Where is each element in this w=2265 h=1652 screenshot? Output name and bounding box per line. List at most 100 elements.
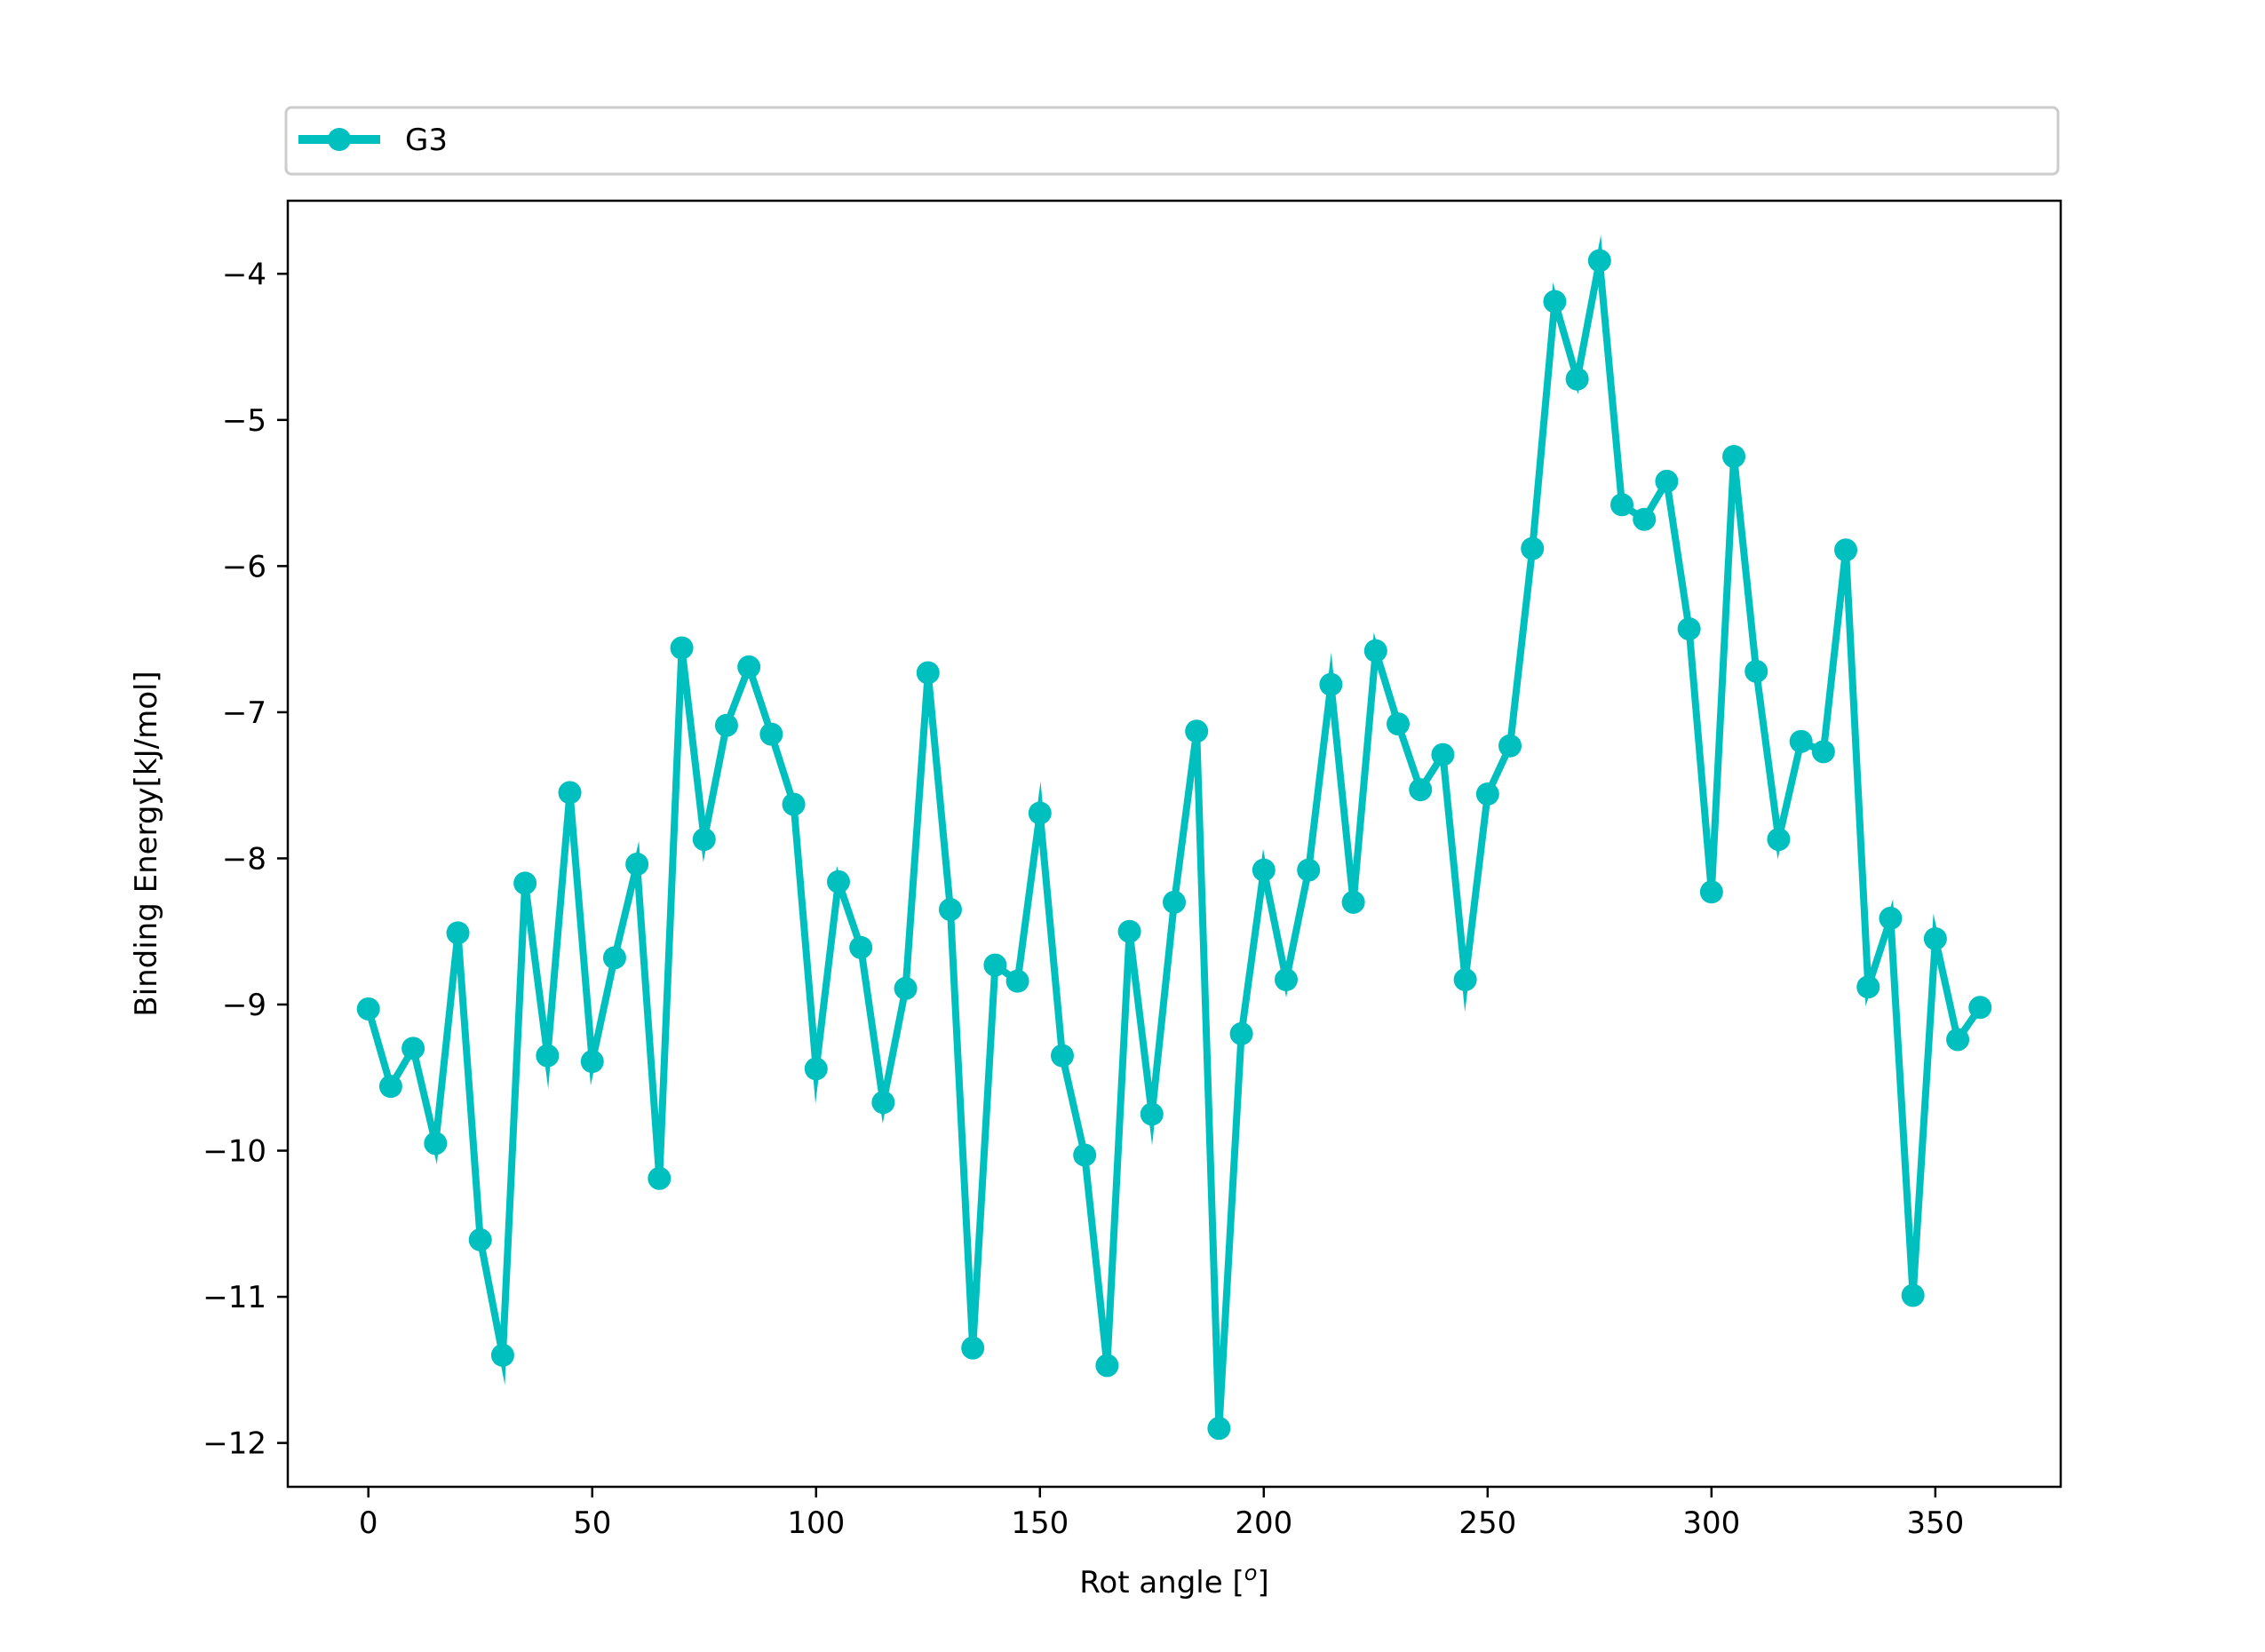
x-tick-label: 150 bbox=[1011, 1505, 1069, 1541]
data-point bbox=[1073, 1143, 1097, 1167]
data-point bbox=[1252, 858, 1276, 882]
data-point bbox=[1767, 828, 1791, 852]
data-point bbox=[1879, 906, 1903, 930]
data-point bbox=[1341, 890, 1365, 914]
data-point bbox=[1229, 1021, 1253, 1045]
x-tick-label: 100 bbox=[787, 1505, 845, 1541]
data-point bbox=[1387, 712, 1411, 736]
data-point bbox=[513, 871, 537, 895]
data-point bbox=[916, 661, 940, 685]
data-point bbox=[1185, 719, 1209, 743]
data-point bbox=[782, 792, 806, 816]
data-point bbox=[849, 935, 873, 959]
data-point bbox=[1319, 672, 1343, 696]
data-point bbox=[1901, 1283, 1925, 1307]
data-point bbox=[1655, 469, 1679, 493]
x-tick-label: 50 bbox=[573, 1505, 611, 1541]
data-point bbox=[1610, 493, 1634, 517]
y-axis-label: Binding Energy[kJ/mol] bbox=[129, 671, 164, 1016]
y-tick-label: −5 bbox=[222, 403, 266, 439]
series-line bbox=[364, 234, 1983, 1429]
data-point bbox=[558, 781, 582, 805]
y-tick-label: −10 bbox=[203, 1134, 266, 1170]
data-point bbox=[1834, 538, 1858, 562]
data-point bbox=[894, 976, 918, 1000]
data-point bbox=[1453, 968, 1477, 992]
data-point bbox=[826, 870, 850, 894]
data-point bbox=[714, 713, 738, 737]
legend-frame bbox=[284, 106, 2060, 176]
data-point bbox=[1475, 782, 1499, 806]
y-axis: −12 −11 −10 −9 −8 −7 −6 −5 −4 bbox=[203, 257, 288, 1462]
data-point bbox=[1722, 444, 1746, 468]
data-point bbox=[938, 898, 962, 922]
x-tick-label: 300 bbox=[1682, 1505, 1740, 1541]
data-point bbox=[446, 921, 470, 945]
data-point bbox=[602, 946, 626, 970]
data-point bbox=[1521, 536, 1545, 560]
x-axis-label-text: Rot angle [ bbox=[1079, 1565, 1244, 1600]
data-point bbox=[1028, 801, 1052, 825]
data-point bbox=[1275, 968, 1299, 992]
data-point bbox=[490, 1343, 514, 1367]
data-point bbox=[1005, 969, 1029, 993]
x-tick-label: 0 bbox=[359, 1505, 378, 1541]
data-point bbox=[1409, 778, 1433, 802]
x-tick-label: 250 bbox=[1458, 1505, 1516, 1541]
data-point bbox=[356, 997, 380, 1021]
y-tick-label: −7 bbox=[222, 695, 266, 731]
data-point bbox=[1699, 880, 1723, 904]
series-g3 bbox=[356, 234, 1992, 1441]
data-point bbox=[804, 1057, 828, 1081]
data-point bbox=[378, 1075, 402, 1099]
x-axis: 0 50 100 150 200 250 300 350 bbox=[359, 1487, 1964, 1541]
x-tick-label: 200 bbox=[1235, 1505, 1292, 1541]
legend-marker-swatch bbox=[328, 128, 351, 151]
x-axis-label-superscript: o bbox=[1244, 1561, 1258, 1585]
data-point bbox=[1095, 1354, 1119, 1378]
data-point bbox=[759, 722, 783, 746]
data-point bbox=[1140, 1102, 1164, 1126]
data-point bbox=[1297, 858, 1321, 882]
data-point bbox=[737, 655, 761, 679]
data-point bbox=[1117, 919, 1141, 943]
data-point bbox=[1633, 507, 1657, 531]
data-point bbox=[1498, 734, 1522, 758]
x-axis-label: Rot angle [o] bbox=[1079, 1561, 1268, 1600]
data-point bbox=[648, 1166, 672, 1190]
data-point bbox=[580, 1050, 604, 1074]
data-point bbox=[468, 1227, 492, 1251]
data-point bbox=[1050, 1044, 1074, 1068]
y-tick-label: −12 bbox=[203, 1426, 266, 1462]
data-point bbox=[692, 828, 716, 852]
data-point bbox=[1543, 290, 1567, 314]
data-point bbox=[536, 1044, 560, 1068]
y-tick-label: −9 bbox=[222, 988, 266, 1023]
y-tick-label: −11 bbox=[203, 1280, 266, 1315]
data-point bbox=[424, 1132, 448, 1156]
data-point bbox=[1968, 996, 1992, 1020]
data-point bbox=[670, 636, 694, 660]
y-tick-label: −4 bbox=[222, 257, 266, 292]
x-axis-label-suffix: ] bbox=[1257, 1565, 1268, 1600]
data-point bbox=[1744, 659, 1768, 683]
data-point bbox=[1363, 639, 1387, 663]
legend-label: G3 bbox=[405, 123, 448, 158]
data-point bbox=[1789, 729, 1813, 753]
y-tick-label: −8 bbox=[222, 841, 266, 877]
data-point bbox=[1587, 249, 1611, 273]
data-point bbox=[1431, 743, 1455, 766]
data-point bbox=[625, 853, 649, 877]
data-point bbox=[1946, 1028, 1970, 1052]
data-point bbox=[1677, 617, 1701, 641]
data-point bbox=[1856, 975, 1880, 999]
plot-frame bbox=[286, 199, 2062, 1489]
data-point bbox=[1565, 367, 1589, 391]
y-tick-label: −6 bbox=[222, 549, 266, 584]
data-point bbox=[1207, 1417, 1231, 1441]
data-point bbox=[401, 1036, 425, 1060]
data-point bbox=[1811, 740, 1835, 764]
data-point bbox=[1923, 926, 1947, 950]
